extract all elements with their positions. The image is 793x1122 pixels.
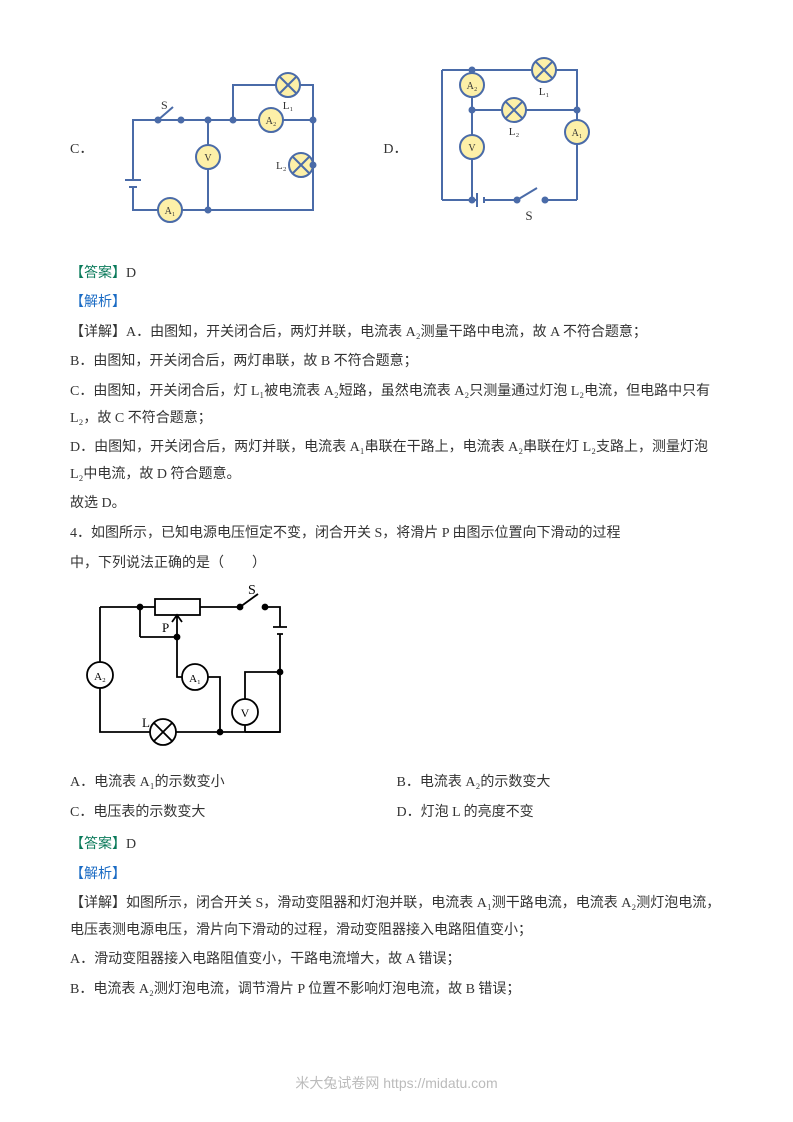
analysis-label: 【解析】 bbox=[70, 295, 126, 310]
analysis-1-line-1: B．由图知，开关闭合后，两灯串联，故 B 不符合题意； bbox=[70, 349, 723, 376]
option-d-label: D． bbox=[383, 137, 407, 164]
analysis-2-line-0: 【详解】如图所示，闭合开关 S，滑动变阻器和灯泡并联，电流表 A₁测干路电流，电… bbox=[70, 891, 723, 944]
analysis-1-line-0: 【详解】A．由图知，开关闭合后，两灯并联，电流表 A₂测量干路中电流，故 A 不… bbox=[70, 320, 723, 347]
answer-2: 【答案】D bbox=[70, 832, 723, 859]
analysis-1-line-2: C．由图知，开关闭合后，灯 L₁被电流表 A₂短路，虽然电流表 A₂只测量通过灯… bbox=[70, 379, 723, 432]
answer-label: 【答案】 bbox=[70, 266, 126, 281]
svg-text:A₂: A₂ bbox=[266, 116, 277, 127]
q4-stem-2: 中，下列说法正确的是（ ） bbox=[70, 551, 723, 578]
q4-option-a: A．电流表 A₁的示数变小 bbox=[70, 768, 397, 799]
svg-text:P: P bbox=[162, 620, 169, 635]
circuit-d-diagram: L₁ A₂ L₂ A₁ bbox=[417, 50, 597, 251]
svg-text:V: V bbox=[241, 706, 250, 720]
options-row-cd: C． L₁ A₂ S bbox=[70, 50, 723, 251]
svg-text:A₁: A₁ bbox=[572, 128, 583, 139]
q4-stem-1: 4．如图所示，已知电源电压恒定不变，闭合开关 S，将滑片 P 由图示位置向下滑动… bbox=[70, 521, 723, 548]
svg-text:S: S bbox=[526, 208, 533, 223]
analysis-2-line-1: A．滑动变阻器接入电路阻值变小，干路电流增大，故 A 错误； bbox=[70, 947, 723, 974]
analysis-1-label: 【解析】 bbox=[70, 290, 723, 317]
svg-text:L₁: L₁ bbox=[539, 86, 550, 98]
svg-text:L: L bbox=[142, 715, 150, 730]
q4-option-c: C．电压表的示数变大 bbox=[70, 798, 397, 829]
svg-text:A₁: A₁ bbox=[165, 206, 176, 217]
option-c-label: C． bbox=[70, 137, 93, 164]
analysis-label-2: 【解析】 bbox=[70, 867, 126, 882]
answer-value-2: D bbox=[126, 837, 136, 852]
svg-text:S: S bbox=[248, 583, 256, 598]
analysis-2-line-2: B．电流表 A₂测灯泡电流，调节滑片 P 位置不影响灯泡电流，故 B 错误； bbox=[70, 977, 723, 1004]
svg-text:L₂: L₂ bbox=[276, 160, 287, 172]
analysis-1-line-3: D．由图知，开关闭合后，两灯并联，电流表 A₁串联在干路上，电流表 A₂串联在灯… bbox=[70, 435, 723, 488]
svg-text:V: V bbox=[469, 143, 477, 154]
svg-text:A₁: A₁ bbox=[189, 673, 201, 685]
footer-watermark: 米大兔试卷网 https://midatu.com bbox=[0, 1070, 793, 1097]
answer-1: 【答案】D bbox=[70, 261, 723, 288]
answer-label-2: 【答案】 bbox=[70, 837, 126, 852]
circuit-q4-diagram: P S V A₂ L bbox=[80, 582, 723, 763]
analysis-2-label: 【解析】 bbox=[70, 862, 723, 889]
svg-text:L₂: L₂ bbox=[509, 126, 520, 138]
q4-option-b: B．电流表 A₂的示数变大 bbox=[397, 768, 724, 799]
q4-option-d: D．灯泡 L 的亮度不变 bbox=[397, 798, 724, 829]
svg-text:A₂: A₂ bbox=[94, 671, 106, 683]
svg-text:A₂: A₂ bbox=[467, 81, 478, 92]
svg-text:S: S bbox=[161, 98, 168, 112]
circuit-c-diagram: L₁ A₂ S A₁ bbox=[103, 65, 333, 236]
analysis-1-line-4: 故选 D。 bbox=[70, 491, 723, 518]
answer-value: D bbox=[126, 266, 136, 281]
svg-text:V: V bbox=[205, 153, 213, 164]
svg-text:L₁: L₁ bbox=[283, 100, 294, 112]
q4-options: A．电流表 A₁的示数变小 B．电流表 A₂的示数变大 C．电压表的示数变大 D… bbox=[70, 768, 723, 829]
